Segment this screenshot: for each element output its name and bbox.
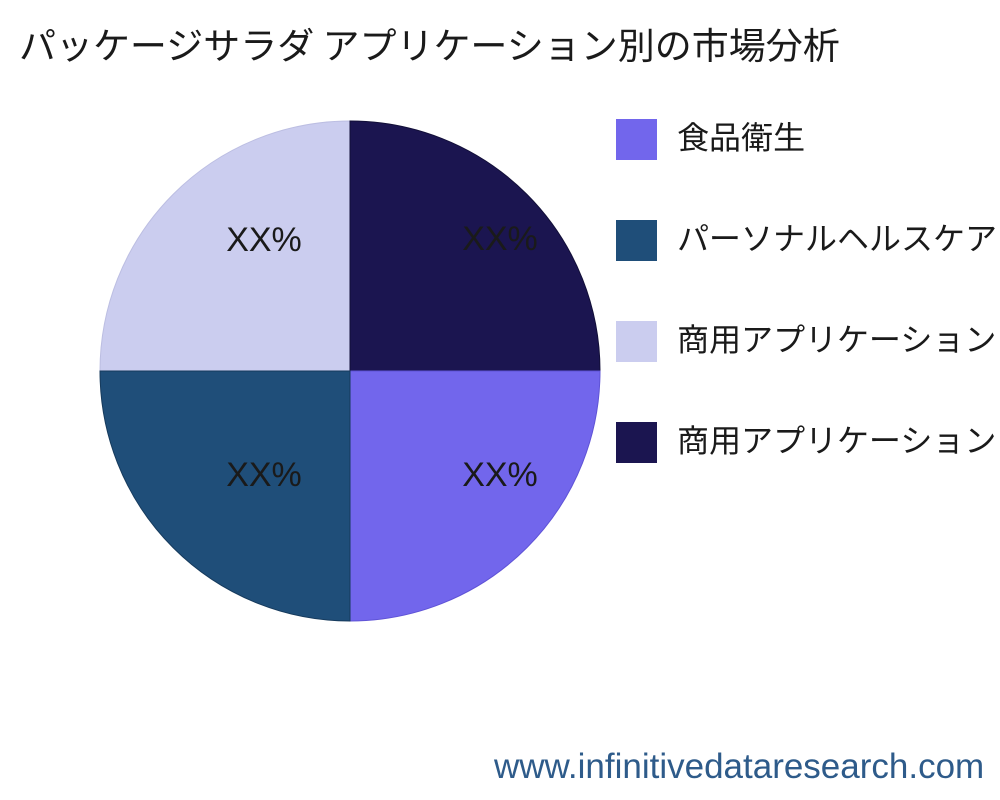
svg-text:XX%: XX% — [226, 456, 302, 494]
svg-text:XX%: XX% — [462, 456, 538, 494]
svg-text:XX%: XX% — [226, 221, 302, 259]
svg-text:XX%: XX% — [462, 220, 538, 258]
